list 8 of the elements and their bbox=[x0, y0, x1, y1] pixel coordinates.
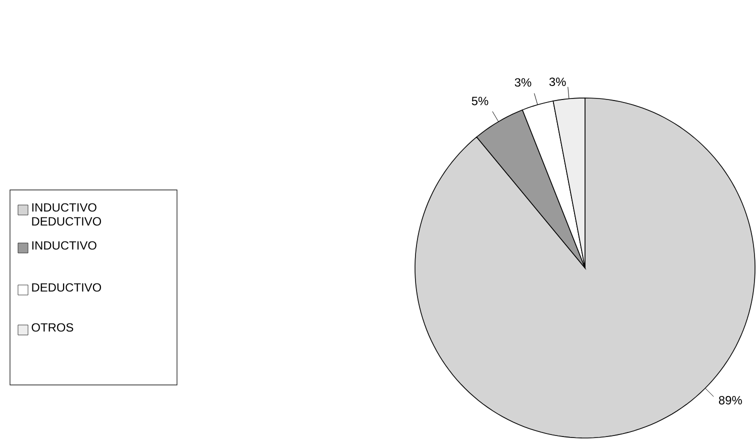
legend-label: DEDUCTIVO bbox=[32, 283, 102, 292]
data-label: 3% bbox=[514, 78, 532, 87]
data-label: 5% bbox=[472, 96, 488, 106]
legend-label: OTROS bbox=[32, 323, 74, 332]
data-label: 3% bbox=[549, 78, 566, 86]
legend-label: INDUCTIVO DEDUCTIVO bbox=[32, 203, 102, 226]
legend-label: INDUCTIVO bbox=[32, 241, 96, 250]
data-label: 89% bbox=[718, 396, 742, 404]
